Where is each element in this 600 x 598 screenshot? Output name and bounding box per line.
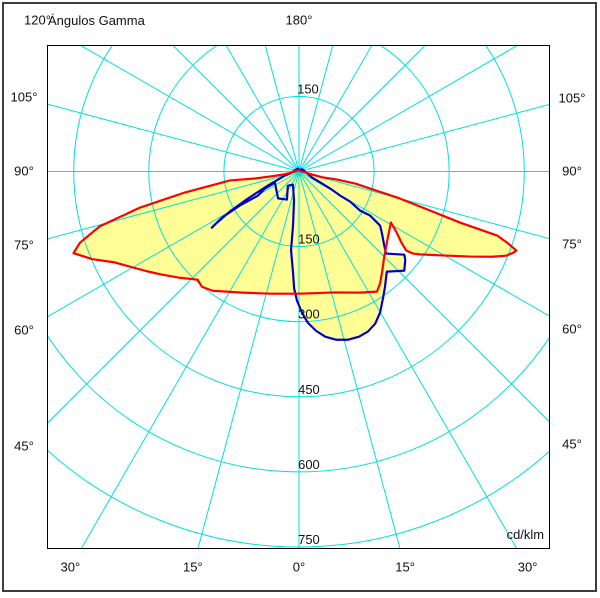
- ring-label-150-top: 150: [297, 81, 319, 96]
- gamma-spoke-105: [298, 104, 549, 172]
- ring-label-450: 450: [298, 382, 320, 397]
- intensity-ring-750: [48, 449, 549, 548]
- gamma-label-bottom-0: 0°: [292, 559, 306, 575]
- gamma-label-bottom-30: 30°: [517, 559, 538, 575]
- gamma-label-right-90: 90°: [562, 163, 582, 179]
- gamma-spoke-345: [197, 171, 300, 548]
- gamma-label-bottom-15: 15°: [395, 559, 415, 575]
- gamma-spoke-165: [298, 46, 334, 172]
- intensity-ring-150: [223, 95, 375, 248]
- gamma-label-left-60: 60°: [14, 322, 34, 338]
- gamma-label-bottom-30: 30°: [60, 559, 81, 575]
- gamma-spoke-210: [225, 46, 300, 172]
- gamma-spoke-300: [48, 171, 300, 317]
- ring-label-750: 750: [298, 532, 320, 547]
- gamma-label-right-60: 60°: [562, 321, 582, 337]
- gamma-label-right-105: 105°: [558, 90, 586, 106]
- gamma-label-left-75: 75°: [14, 237, 34, 253]
- gamma-spoke-30: [298, 171, 517, 548]
- gamma-label-bottom-15: 15°: [183, 559, 203, 575]
- chart-title: Ángulos Gamma: [48, 13, 145, 28]
- units-label: cd/klm: [507, 527, 544, 542]
- gamma-spoke-135: [298, 46, 426, 172]
- gamma-label-left-45: 45°: [14, 438, 34, 454]
- gamma-spoke-225: [172, 46, 300, 172]
- gamma-label-right-75: 75°: [562, 236, 582, 252]
- gamma-spoke-285: [48, 171, 300, 240]
- gamma-label-left-90: 90°: [14, 163, 34, 179]
- intensity-ring-450: [73, 46, 525, 398]
- gamma-label-top-120: 120°: [24, 12, 51, 28]
- ring-label-150: 150: [298, 232, 320, 247]
- polar-chart-area: 150 300 450 600 750 150 cd/klm: [47, 45, 550, 549]
- plane-C0-C180-curve-red: [72, 168, 518, 295]
- gamma-spoke-15: [298, 171, 401, 548]
- intensity-ring-600: [48, 335, 549, 473]
- gamma-label-right-45: 45°: [562, 436, 582, 452]
- gamma-spoke-240: [80, 46, 300, 172]
- gamma-spoke-45: [298, 171, 549, 423]
- gamma-spoke-195: [264, 46, 300, 172]
- plane-C90-C270-curve-blue: [210, 167, 407, 341]
- polar-chart-svg: 150 300 450 600 750 150 cd/klm: [48, 46, 549, 548]
- gamma-spoke-330: [81, 171, 300, 548]
- ring-label-600: 600: [298, 457, 320, 472]
- gamma-label-top-180: 180°: [285, 12, 313, 28]
- gamma-label-left-105: 105°: [10, 89, 38, 105]
- gamma-spoke-150: [298, 46, 373, 172]
- gamma-spoke-315: [48, 171, 300, 424]
- intensity-ring-300: [148, 46, 450, 323]
- gamma-spoke-120: [298, 46, 518, 172]
- gamma-spoke-255: [48, 103, 300, 172]
- ring-label-300: 300: [298, 307, 320, 322]
